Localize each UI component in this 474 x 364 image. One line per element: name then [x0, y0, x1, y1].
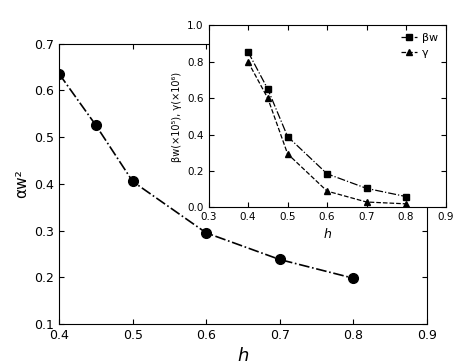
γ	[324, 189, 330, 193]
γ	[265, 96, 271, 100]
βw	[324, 171, 330, 176]
γ	[285, 151, 291, 156]
γ	[364, 200, 369, 204]
Line: γ: γ	[245, 59, 409, 207]
γ	[403, 202, 409, 206]
Legend: βw, γ: βw, γ	[398, 31, 440, 60]
Y-axis label: αw²: αw²	[14, 170, 29, 198]
X-axis label: h: h	[237, 347, 248, 364]
βw	[285, 134, 291, 139]
X-axis label: h: h	[323, 228, 331, 241]
βw	[245, 50, 251, 54]
βw	[364, 186, 369, 191]
Y-axis label: βw(×10⁵), γ(×10⁶): βw(×10⁵), γ(×10⁶)	[172, 71, 182, 162]
βw	[403, 194, 409, 199]
βw	[265, 87, 271, 91]
γ	[245, 60, 251, 64]
Line: βw: βw	[245, 49, 409, 200]
